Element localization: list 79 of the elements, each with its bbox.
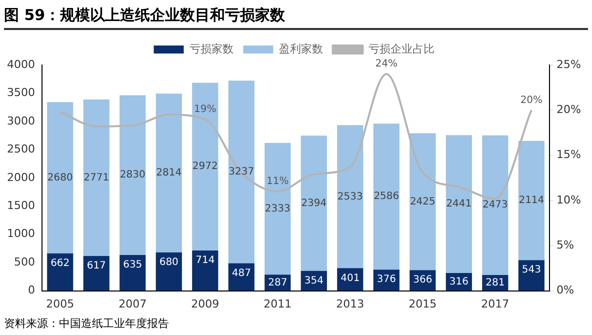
bar bbox=[300, 136, 327, 271]
y-tick-label: 2500 bbox=[6, 142, 35, 156]
y-tick-label: 500 bbox=[14, 255, 35, 268]
y2-tick-label: 0% bbox=[556, 284, 574, 297]
text: 资料来源：中国造纸工业年度报告 bbox=[4, 316, 169, 331]
x-tick-label: 2017 bbox=[481, 297, 510, 310]
bar bbox=[83, 256, 110, 291]
data-label: 2394 bbox=[301, 198, 327, 209]
data-label: 2771 bbox=[84, 172, 110, 184]
data-label: 287 bbox=[268, 277, 288, 288]
x-tick-label: 2005 bbox=[46, 297, 74, 310]
bar bbox=[47, 253, 74, 291]
bar bbox=[156, 252, 182, 291]
bar bbox=[337, 125, 364, 268]
bar bbox=[120, 95, 146, 255]
bar bbox=[373, 124, 400, 270]
y-tick-label: 2000 bbox=[6, 170, 35, 184]
data-label: 487 bbox=[232, 268, 251, 279]
bar bbox=[120, 254, 146, 291]
bar bbox=[518, 140, 544, 260]
data-label: 24% bbox=[375, 58, 398, 70]
bar bbox=[47, 102, 74, 254]
data-label: 714 bbox=[196, 255, 215, 266]
data-label: 11% bbox=[266, 176, 289, 188]
y-tick-label: 1000 bbox=[6, 227, 35, 240]
y2-tick-label: 15% bbox=[556, 148, 582, 162]
data-label: 2114 bbox=[518, 195, 544, 206]
legend-label: 盈利家数 bbox=[278, 42, 323, 56]
data-label: 2830 bbox=[120, 170, 146, 181]
chart-title: 图 59：规模以上造纸企业数目和亏损家数 bbox=[4, 6, 588, 30]
data-label: 2441 bbox=[446, 198, 472, 210]
y-tick-label: 4000 bbox=[6, 58, 35, 71]
data-label: 401 bbox=[340, 272, 360, 284]
bar bbox=[156, 94, 182, 252]
data-label: 354 bbox=[304, 275, 324, 286]
bar bbox=[446, 135, 472, 273]
y2-tick-label: 20% bbox=[556, 103, 582, 116]
data-label: 3237 bbox=[228, 166, 254, 178]
x-tick-label: 2009 bbox=[191, 297, 220, 310]
legend-label: 亏损家数 bbox=[189, 42, 234, 56]
y-tick-label: 1500 bbox=[6, 198, 35, 212]
data-label: 617 bbox=[86, 260, 106, 272]
legend-label: 亏损企业占比 bbox=[368, 42, 434, 56]
x-tick-label: 2007 bbox=[118, 297, 147, 310]
data-label: 543 bbox=[522, 264, 541, 276]
data-label: 376 bbox=[376, 274, 396, 286]
bar bbox=[192, 82, 218, 250]
bar bbox=[228, 80, 254, 264]
data-label: 316 bbox=[449, 276, 468, 288]
data-label: 2972 bbox=[192, 161, 218, 172]
y-tick-label: 0 bbox=[28, 284, 35, 297]
bar bbox=[83, 100, 110, 256]
data-label: 2533 bbox=[337, 191, 363, 202]
data-label: 2425 bbox=[410, 196, 436, 208]
bar bbox=[192, 250, 218, 291]
data-label: 2473 bbox=[482, 200, 508, 211]
data-label: 19% bbox=[194, 104, 216, 115]
y2-tick-label: 5% bbox=[556, 238, 574, 252]
data-label: 2333 bbox=[264, 203, 290, 214]
data-label: 2586 bbox=[374, 191, 400, 202]
y-tick-label: 3500 bbox=[6, 86, 35, 100]
bar bbox=[264, 142, 291, 275]
data-label: 281 bbox=[486, 277, 505, 288]
y2-tick-label: 10% bbox=[556, 193, 582, 206]
x-tick-label: 2013 bbox=[336, 297, 364, 310]
bar bbox=[518, 260, 544, 291]
y-tick-label: 3000 bbox=[6, 114, 35, 128]
data-label: 635 bbox=[123, 260, 142, 271]
y2-tick-label: 25% bbox=[556, 58, 582, 71]
data-label: 662 bbox=[50, 258, 70, 270]
x-tick-label: 2015 bbox=[408, 297, 437, 310]
bar bbox=[482, 135, 508, 275]
data-label: 366 bbox=[413, 274, 432, 286]
data-label: 680 bbox=[159, 257, 178, 268]
data-label: 2680 bbox=[47, 172, 73, 184]
data-label: 20% bbox=[520, 94, 543, 106]
data-label: 2814 bbox=[156, 168, 182, 179]
bar bbox=[410, 133, 436, 270]
x-tick-label: 2011 bbox=[264, 297, 292, 310]
